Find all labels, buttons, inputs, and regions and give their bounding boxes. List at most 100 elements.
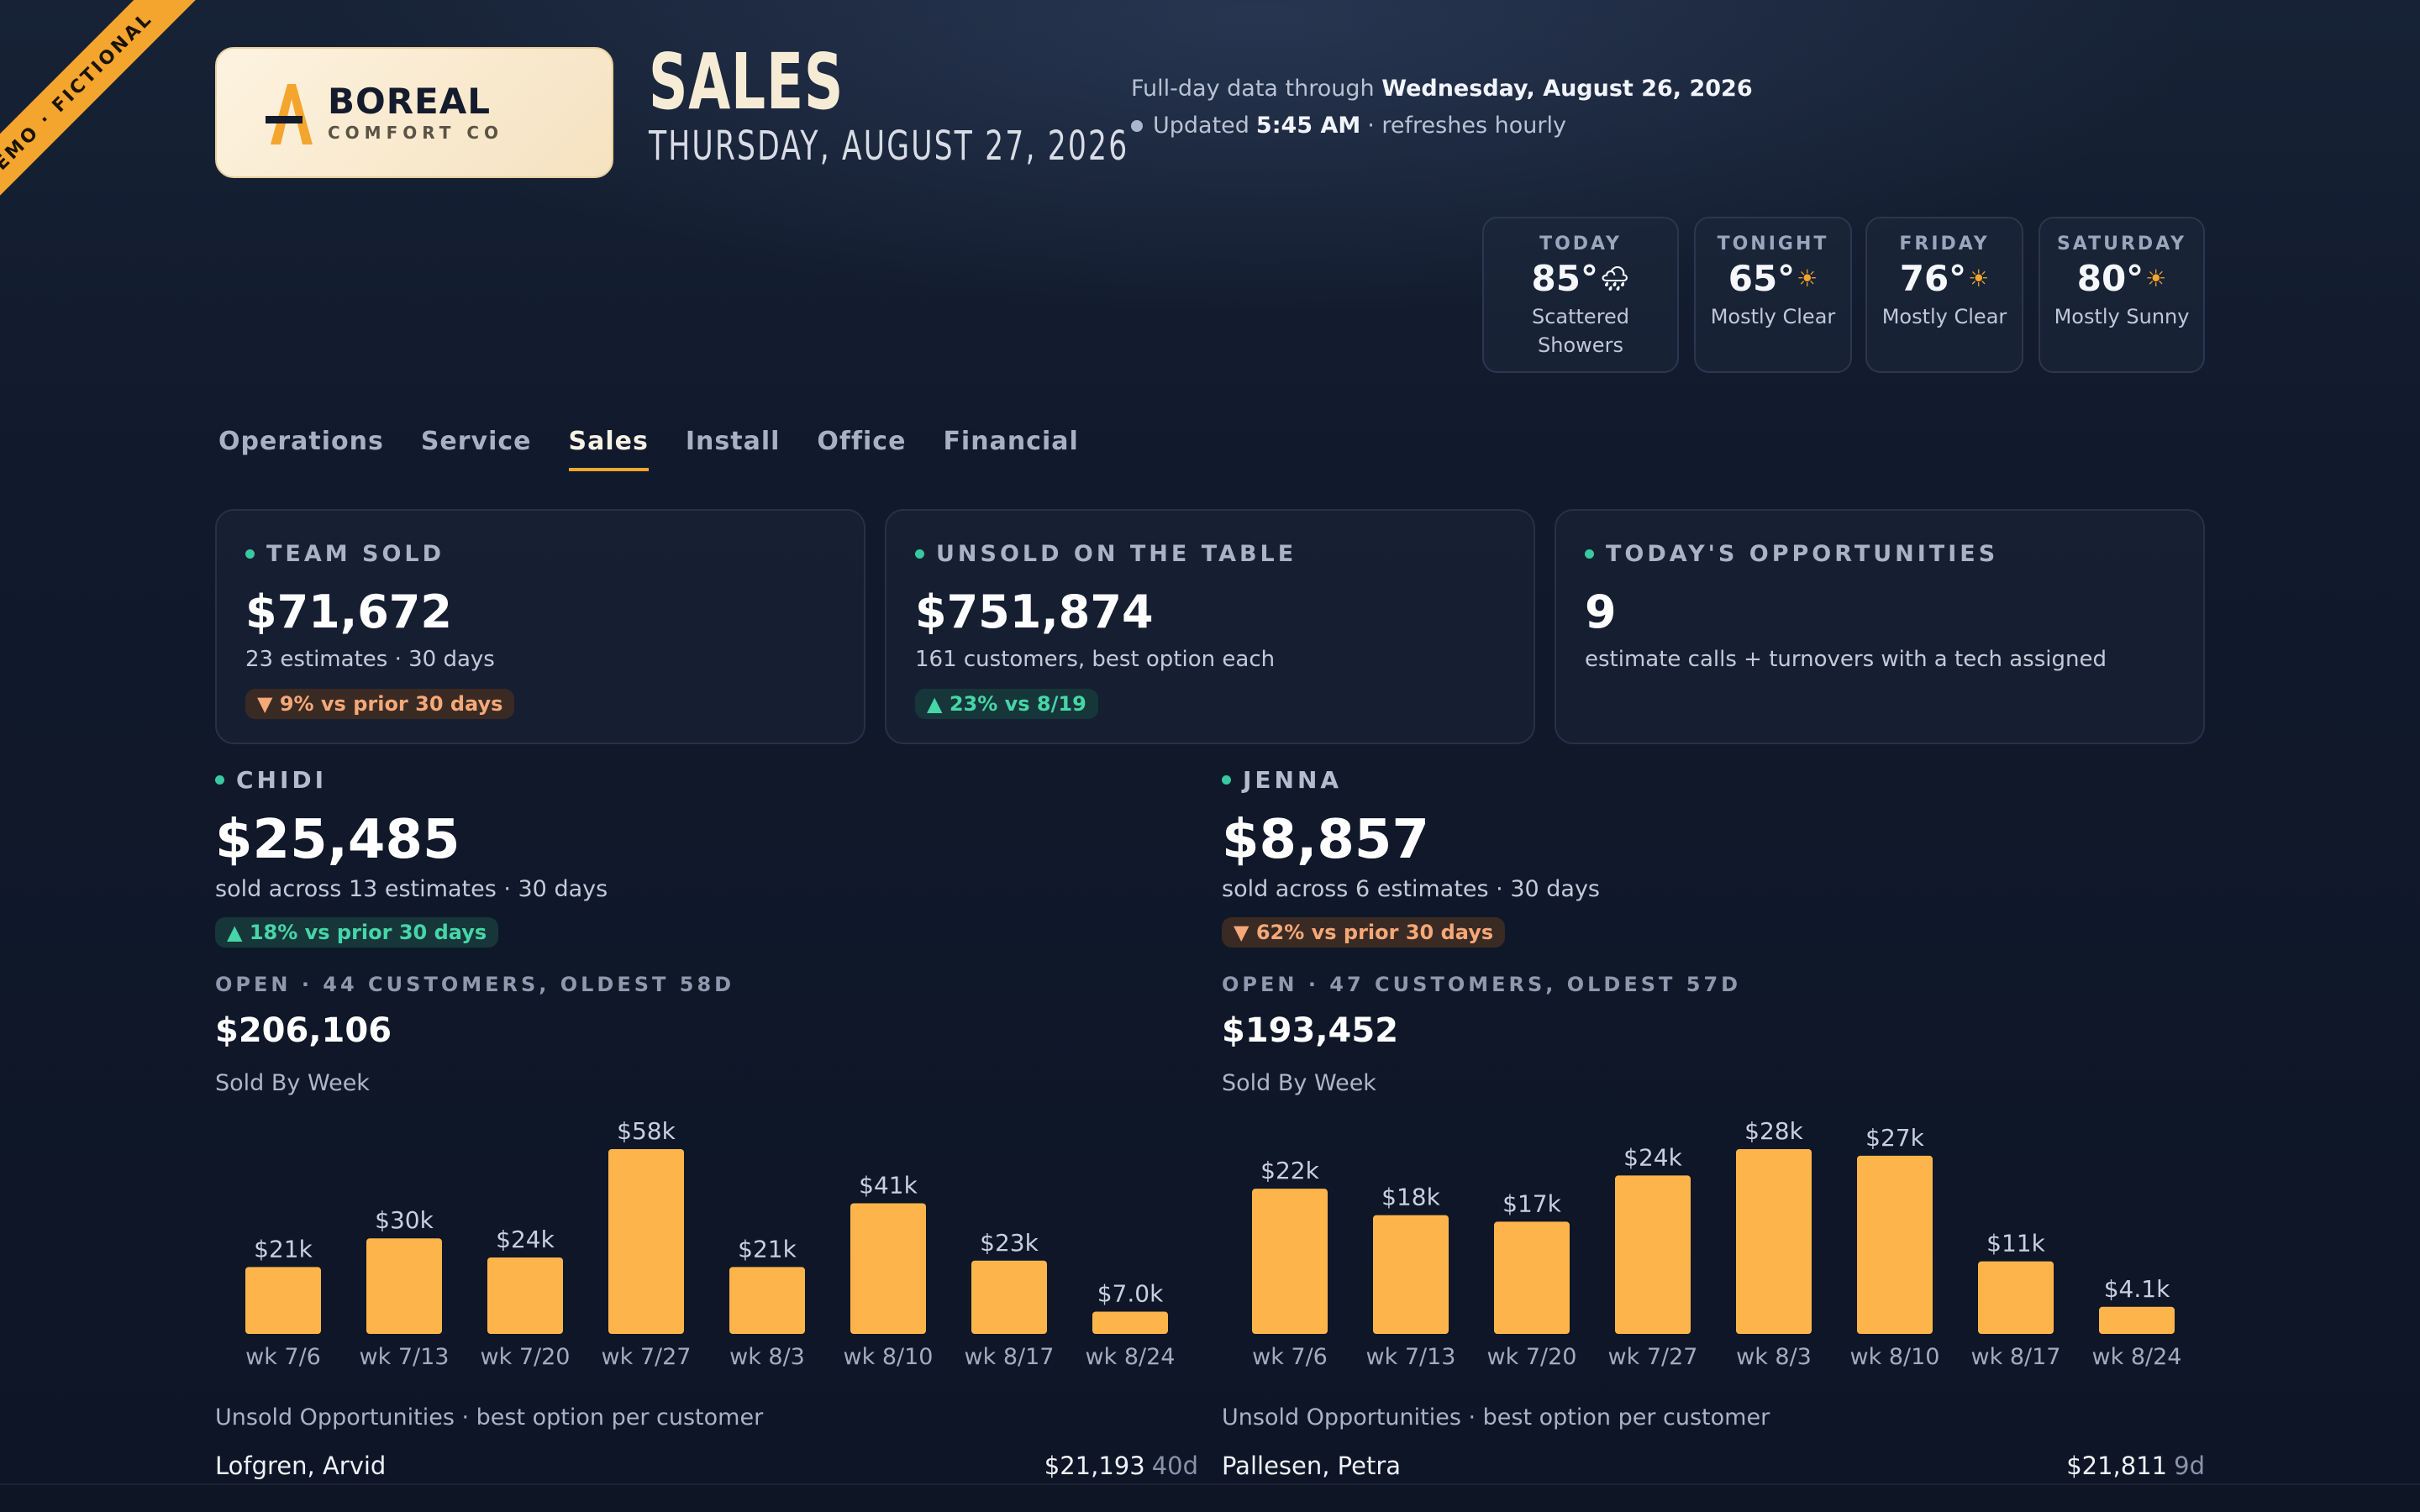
kpi-team-sold: TEAM SOLD $71,672 23 estimates · 30 days… — [215, 509, 865, 744]
tab-financial[interactable]: Financial — [943, 427, 1079, 456]
change-badge: ▼ 62% vs prior 30 days — [1222, 917, 1506, 948]
sun-icon: ☀ — [2145, 265, 2167, 292]
tab-sales[interactable]: Sales — [568, 427, 649, 471]
tab-service[interactable]: Service — [420, 427, 532, 456]
unsold-amount: $21,193 — [1044, 1452, 1145, 1480]
chart-data-label: $18k — [1381, 1184, 1440, 1211]
chart-category-label: wk 7/6 — [1252, 1344, 1328, 1370]
chart-category-label: wk 8/10 — [1850, 1344, 1940, 1370]
rep-sold-sub: sold across 6 estimates · 30 days — [1222, 876, 1600, 902]
weather-card-tonight: TONIGHT 65° ☀ Mostly Clear — [1694, 217, 1852, 373]
rain-cloud-icon: 🌧 — [1599, 265, 1630, 292]
tab-install[interactable]: Install — [685, 427, 781, 456]
change-badge: ▲ 18% vs prior 30 days — [215, 917, 499, 948]
rep-panel-jenna: JENNA $8,857 sold across 6 estimates · 3… — [1222, 766, 2213, 1480]
chart-bar — [487, 1257, 563, 1334]
kpi-label: UNSOLD ON THE TABLE — [936, 541, 1297, 567]
chart-bar — [1092, 1311, 1168, 1334]
kpi-sub: 161 customers, best option each — [915, 647, 1276, 672]
weather-day: TONIGHT — [1717, 234, 1829, 255]
chart-category-label: wk 7/6 — [245, 1344, 321, 1370]
chart-bar — [729, 1267, 805, 1334]
status-dot-icon — [1222, 775, 1231, 785]
rep-open-label: OPEN · 47 CUSTOMERS, OLDEST 57D — [1222, 973, 1742, 996]
chart-bar — [366, 1238, 442, 1334]
weather-temp: 65° — [1728, 258, 1796, 299]
rep-open-label: OPEN · 44 CUSTOMERS, OLDEST 58D — [215, 973, 735, 996]
chart-data-label: $24k — [496, 1226, 555, 1253]
chart-title: Sold By Week — [1222, 1070, 1376, 1096]
tab-office[interactable]: Office — [817, 427, 907, 456]
sun-icon: ☀ — [1797, 265, 1818, 292]
updated-prefix: Updated — [1153, 113, 1249, 139]
chart-data-label: $7.0k — [1097, 1279, 1164, 1307]
chart-bar — [1615, 1175, 1691, 1334]
chart-bar — [1978, 1261, 2054, 1334]
up-arrow-icon: ▲ — [227, 921, 250, 944]
kpi-sub: 23 estimates · 30 days — [245, 647, 495, 672]
updated-suffix: · refreshes hourly — [1367, 113, 1566, 139]
chart-bar — [1252, 1189, 1328, 1334]
chart-title: Sold By Week — [215, 1070, 370, 1096]
footer-strip — [0, 1483, 2420, 1512]
chart-bar — [971, 1260, 1047, 1334]
chart-data-label: $11k — [1986, 1230, 2045, 1257]
brand-sub: COMFORT CO — [328, 123, 504, 143]
chart-data-label: $21k — [738, 1235, 797, 1263]
change-badge: ▼ 9% vs prior 30 days — [245, 689, 515, 719]
data-through-date: Wednesday, August 26, 2026 — [1381, 76, 1753, 102]
status-dot-icon — [215, 775, 224, 785]
updated-time: 5:45 AM — [1255, 113, 1361, 139]
chart-bar — [1736, 1149, 1812, 1334]
kpi-value: 9 — [1585, 585, 1617, 638]
brand-logo[interactable]: BOREAL COMFORT CO — [215, 47, 613, 178]
kpi-label: TEAM SOLD — [266, 541, 445, 567]
status-dot-icon — [915, 549, 924, 559]
chart-bar — [850, 1203, 926, 1334]
chart-bar — [1857, 1155, 1933, 1334]
unsold-title: Unsold Opportunities · best option per c… — [1222, 1404, 1770, 1431]
change-text: 62% vs prior 30 days — [1255, 921, 1494, 944]
rep-open-value: $193,452 — [1222, 1011, 1399, 1050]
chart-data-label: $41k — [859, 1171, 918, 1199]
unsold-row[interactable]: Lofgren, Arvid $21,193 40d — [215, 1452, 1198, 1480]
chart-bar — [245, 1267, 321, 1334]
weather-day: FRIDAY — [1899, 234, 1990, 255]
kpi-label: TODAY'S OPPORTUNITIES — [1606, 541, 1999, 567]
chart-category-label: wk 7/13 — [1366, 1344, 1456, 1370]
unsold-age: 40d — [1151, 1452, 1198, 1480]
chart-bar — [608, 1149, 684, 1334]
sun-icon: ☀ — [1968, 265, 1990, 292]
chart-category-label: wk 8/24 — [2092, 1344, 2182, 1370]
weather-card-today: TODAY 85° 🌧 Scattered Showers — [1482, 217, 1679, 373]
chart-category-label: wk 7/27 — [1608, 1344, 1698, 1370]
chart-category-label: wk 7/13 — [360, 1344, 450, 1370]
kpi-unsold-on-table: UNSOLD ON THE TABLE $751,874 161 custome… — [885, 509, 1535, 744]
section-tabs: Operations Service Sales Install Office … — [218, 427, 1116, 471]
change-text: 18% vs prior 30 days — [249, 921, 487, 944]
change-text: 23% vs 8/19 — [949, 692, 1086, 716]
rep-panel-chidi: CHIDI $25,485 sold across 13 estimates ·… — [215, 766, 1207, 1480]
unsold-amount-group: $21,193 40d — [1044, 1452, 1198, 1480]
unsold-row[interactable]: Pallesen, Petra $21,811 9d — [1222, 1452, 2205, 1480]
chart-bar — [2099, 1306, 2175, 1334]
rep-open-value: $206,106 — [215, 1011, 392, 1050]
weather-desc: Mostly Clear — [1710, 305, 1836, 328]
chart-category-label: wk 7/20 — [481, 1344, 571, 1370]
sold-by-week-chart: $21k wk 7/6 $30k wk 7/13 $24k wk 7/20 $58k wk 7… — [245, 1117, 1175, 1370]
weather-day: SATURDAY — [2056, 234, 2187, 255]
weather-temp: 85° — [1531, 258, 1598, 299]
chart-category-label: wk 7/27 — [602, 1344, 692, 1370]
rep-sold-value: $25,485 — [215, 809, 460, 871]
tab-operations[interactable]: Operations — [218, 427, 384, 456]
down-arrow-icon: ▼ — [257, 692, 280, 716]
kpi-value: $71,672 — [245, 585, 452, 638]
kpi-sub: estimate calls + turnovers with a tech a… — [1585, 647, 2107, 672]
unsold-customer: Pallesen, Petra — [1222, 1452, 1402, 1480]
chart-data-label: $30k — [375, 1206, 434, 1234]
sold-by-week-chart: $22k wk 7/6 $18k wk 7/13 $17k wk 7/20 $24k wk 7… — [1252, 1117, 2182, 1370]
chart-data-label: $17k — [1502, 1189, 1561, 1217]
updated-status: Updated 5:45 AM · refreshes hourly — [1131, 113, 1566, 139]
up-arrow-icon: ▲ — [927, 692, 950, 716]
weather-desc: Mostly Sunny — [2054, 305, 2190, 328]
